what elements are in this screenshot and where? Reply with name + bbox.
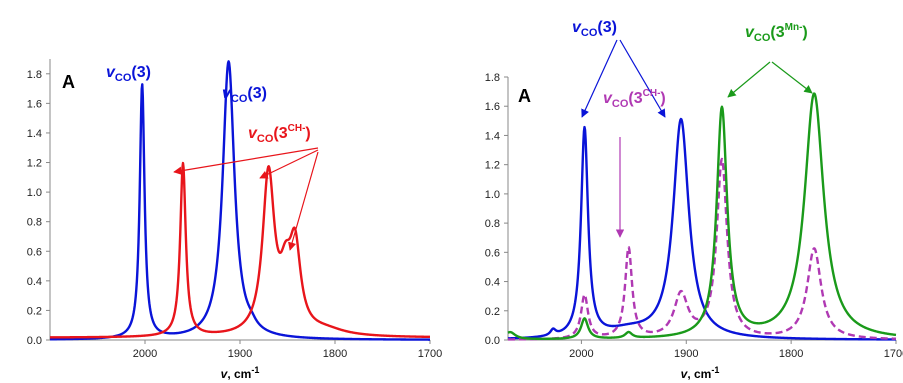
y-tick-label: 1.8 — [27, 69, 42, 81]
y-tick-label: 1.8 — [485, 72, 500, 84]
y-tick-label: 0.2 — [485, 306, 500, 318]
x-tick-label: 1800 — [323, 348, 347, 360]
y-tick-label: 0.0 — [485, 335, 500, 347]
annotation-arrow — [619, 39, 666, 118]
annotation-label: vCO(3) — [572, 19, 617, 39]
series-line-3 — [507, 92, 897, 340]
annotation-arrow — [727, 61, 771, 98]
annotation-arrow — [581, 39, 618, 118]
y-tick-label: 0.4 — [485, 277, 500, 289]
y-tick-label: 0.2 — [27, 305, 42, 317]
x-tick-label: 1700 — [884, 348, 903, 360]
series-line-2 — [507, 157, 897, 341]
x-axis-label: v, cm-1 — [681, 365, 720, 381]
y-tick-label: 1.2 — [485, 160, 500, 172]
y-tick-label: 0.8 — [27, 217, 42, 229]
annotation-label: vCO(3) — [106, 64, 151, 84]
x-tick-label: 1700 — [418, 348, 442, 360]
x-tick-label: 1900 — [228, 348, 252, 360]
y-tick-label: 1.0 — [485, 189, 500, 201]
y-tick-label: 0.0 — [27, 335, 42, 347]
panel-label: A — [62, 72, 75, 92]
y-tick-label: 1.4 — [27, 128, 42, 140]
y-tick-label: 0.6 — [485, 247, 500, 259]
chart-right: 0.0 0.2 0.4 0.6 0.8 1.0 1.2 1.4 1.6 1.8 2000 1900 18… — [485, 19, 903, 381]
y-tick-label: 0.4 — [27, 276, 42, 288]
series-line-1 — [507, 117, 897, 341]
annotation-label: vCO(3CH-) — [603, 88, 666, 110]
y-tick-label: 1.6 — [485, 101, 500, 113]
series-line-2 — [49, 161, 431, 339]
y-tick-label: 0.6 — [27, 246, 42, 258]
annotation-label: vCO(3) — [222, 85, 267, 105]
y-tick-label: 0.8 — [485, 218, 500, 230]
y-tick-label: 1.2 — [27, 158, 42, 170]
annotation-arrow — [288, 151, 319, 251]
panel-label: A — [518, 86, 531, 106]
x-tick-label: 2000 — [133, 348, 157, 360]
y-tick-label: 1.4 — [485, 130, 500, 142]
annotation-arrow — [771, 61, 813, 94]
x-tick-label: 1800 — [779, 348, 803, 360]
x-tick-label: 2000 — [569, 348, 593, 360]
chart-left: 0.0 0.2 0.4 0.6 0.8 1.0 1.2 1.4 1.6 1.8 2000 1900 18… — [27, 59, 442, 381]
annotation-label: vCO(3CH-) — [248, 123, 311, 145]
x-axis-label: v, cm-1 — [221, 365, 260, 381]
y-tick-label: 1.6 — [27, 98, 42, 110]
annotation-arrow — [173, 147, 319, 175]
annotation-label: vCO(3Mn-) — [745, 22, 808, 44]
y-tick-label: 1.0 — [27, 187, 42, 199]
annotation-arrow — [259, 149, 319, 179]
x-tick-label: 1900 — [674, 348, 698, 360]
